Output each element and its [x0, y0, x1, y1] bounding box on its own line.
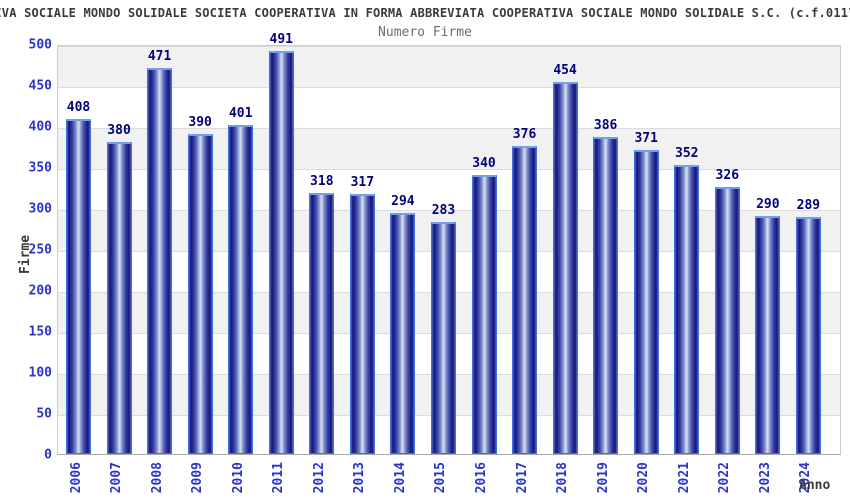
y-tick-label: 100: [28, 365, 52, 381]
x-tick-label: 2012: [311, 462, 327, 494]
bar-value-label: 471: [147, 49, 172, 64]
bar-value-label: 318: [310, 174, 334, 189]
chart-subtitle: Numero Firme: [378, 25, 472, 40]
bar-value-label: 401: [228, 106, 253, 121]
x-tick-label: 2016: [474, 462, 489, 494]
x-tick-label: 2007: [109, 462, 125, 494]
bar-2014: [390, 213, 416, 454]
bar-2008: [147, 68, 173, 454]
bar-2020: [633, 150, 659, 454]
x-tick-label: 2014: [392, 462, 408, 494]
y-tick-label: 450: [28, 78, 52, 94]
bar-value-label: 352: [675, 146, 699, 161]
bar-2012: [309, 193, 335, 454]
y-tick-label: 150: [28, 324, 52, 340]
bar-2011: [268, 51, 294, 454]
bar-2022: [714, 187, 740, 454]
bar-2007: [106, 142, 132, 454]
bar-value-label: 386: [593, 118, 618, 133]
plot-area: 408 380 471 390 401 491 318 317 294 283 340 376 454 3…: [57, 32, 841, 455]
y-tick-label: 250: [28, 242, 52, 258]
bar-2024: [795, 217, 821, 454]
x-axis-title: Anno: [799, 478, 831, 493]
y-tick-label: 400: [28, 119, 52, 135]
y-tick-label: 500: [28, 37, 52, 53]
bar-2019: [593, 137, 619, 454]
bar-value-label: 317: [350, 175, 375, 190]
y-tick-label: 200: [28, 283, 52, 299]
bar-2023: [755, 216, 781, 454]
bar-value-label: 290: [756, 197, 780, 212]
x-tick-label: 2023: [757, 462, 773, 494]
bar-value-label: 380: [107, 123, 131, 138]
bar-value-label: 376: [512, 127, 537, 142]
x-tick-label: 2011: [271, 462, 287, 494]
x-tick-label: 2022: [717, 462, 733, 494]
x-tick-label: 2015: [433, 462, 449, 494]
bar-value-label: 408: [66, 100, 91, 115]
bar-value-label: 390: [188, 115, 212, 130]
x-tick-label: 2009: [190, 462, 206, 494]
bar-2017: [512, 146, 538, 454]
chart-title: RATIVA SOCIALE MONDO SOLIDALE SOCIETA CO…: [0, 6, 850, 20]
bar-2006: [66, 119, 91, 454]
bar-2016: [471, 175, 497, 454]
bar-value-label: 283: [431, 203, 456, 218]
bar-2009: [187, 134, 213, 454]
bar-value-label: 289: [796, 198, 821, 213]
x-tick-label: 2020: [636, 462, 652, 494]
y-tick-label: 300: [28, 201, 52, 217]
x-tick-label: 2021: [676, 462, 692, 494]
bar-2021: [674, 165, 700, 454]
bar-value-label: 491: [269, 32, 293, 47]
bar-value-label: 371: [634, 131, 658, 146]
bar-2010: [228, 125, 254, 454]
x-tick-label: 2006: [68, 462, 84, 494]
x-tick-label: 2017: [514, 462, 530, 494]
bar-2013: [349, 194, 375, 454]
x-tick-label: 2018: [555, 462, 571, 494]
bar-value-label: 326: [715, 168, 740, 183]
y-tick-label: 350: [28, 160, 52, 176]
bar-2015: [430, 222, 456, 454]
bar-value-label: 340: [472, 156, 496, 171]
x-tick-label: 2013: [352, 462, 368, 494]
y-tick-label: 50: [36, 406, 52, 422]
bar-2018: [552, 82, 578, 454]
x-tick-label: 2010: [230, 462, 246, 494]
bar-value-label: 294: [391, 194, 415, 209]
y-tick-label: 0: [44, 447, 52, 463]
bar-value-label: 454: [553, 63, 577, 78]
x-tick-label: 2019: [595, 462, 611, 494]
x-tick-label: 2008: [149, 462, 165, 494]
y-axis-title: Firme: [18, 234, 33, 274]
